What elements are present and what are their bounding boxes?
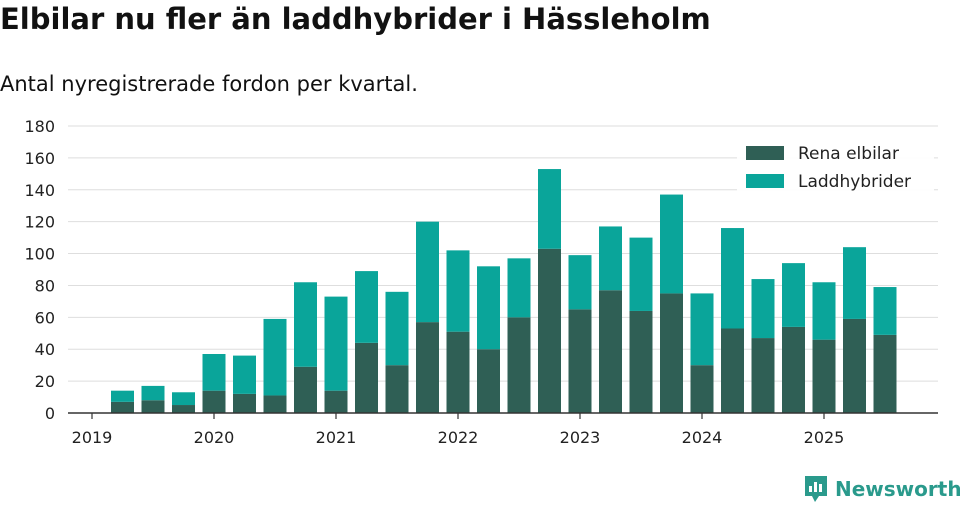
y-tick-label: 80 [35, 276, 55, 295]
bar-laddhybrider[interactable] [629, 237, 653, 311]
bar-rena-elbilar[interactable] [477, 349, 500, 413]
bar-rena-elbilar[interactable] [416, 322, 439, 413]
bar-laddhybrider[interactable] [812, 282, 836, 340]
bar-rena-elbilar[interactable] [690, 365, 714, 413]
bar-laddhybrider[interactable] [385, 291, 409, 366]
bar-rena-elbilar[interactable] [660, 293, 683, 413]
bar-laddhybrider[interactable] [111, 390, 134, 402]
bar-laddhybrider[interactable] [202, 354, 226, 391]
bar-rena-elbilar[interactable] [629, 310, 653, 413]
bar-rena-elbilar[interactable] [782, 326, 805, 413]
bar-laddhybrider[interactable] [843, 247, 866, 319]
legend-swatch [746, 146, 784, 160]
y-tick-label: 20 [35, 372, 55, 391]
bar-rena-elbilar[interactable] [873, 334, 897, 413]
bar-laddhybrider[interactable] [751, 279, 775, 339]
bar-laddhybrider[interactable] [660, 194, 683, 294]
bar-laddhybrider[interactable] [233, 355, 256, 394]
y-tick-label: 0 [45, 404, 55, 423]
x-tick-label: 2025 [804, 428, 845, 447]
bar-laddhybrider[interactable] [172, 392, 195, 406]
bar-laddhybrider[interactable] [690, 293, 714, 366]
bar-laddhybrider[interactable] [324, 296, 348, 391]
bar-rena-elbilar[interactable] [233, 393, 256, 413]
bar-laddhybrider[interactable] [141, 385, 165, 401]
y-tick-label: 40 [35, 340, 55, 359]
bar-rena-elbilar[interactable] [385, 365, 409, 413]
bar-rena-elbilar[interactable] [843, 318, 866, 413]
bar-rena-elbilar[interactable] [568, 309, 592, 413]
bar-rena-elbilar[interactable] [111, 401, 134, 413]
bar-laddhybrider[interactable] [294, 282, 317, 367]
y-tick-label: 100 [24, 245, 55, 264]
x-tick-label: 2024 [682, 428, 723, 447]
bar-rena-elbilar[interactable] [599, 290, 622, 413]
newsworthy-brand[interactable]: Newsworthy [803, 474, 960, 504]
bar-rena-elbilar[interactable] [172, 405, 195, 413]
bar-rena-elbilar[interactable] [294, 366, 317, 413]
bar-rena-elbilar[interactable] [355, 342, 378, 413]
bar-laddhybrider[interactable] [599, 226, 622, 291]
y-tick-label: 160 [24, 149, 55, 168]
bar-rena-elbilar[interactable] [446, 331, 470, 413]
legend-label: Rena elbilar [798, 144, 899, 164]
chart-subtitle: Antal nyregistrerade fordon per kvartal. [0, 72, 418, 96]
bar-laddhybrider[interactable] [507, 258, 531, 318]
x-tick-label: 2023 [560, 428, 601, 447]
bar-laddhybrider[interactable] [446, 250, 470, 332]
bar-laddhybrider[interactable] [782, 263, 805, 327]
bar-laddhybrider[interactable] [538, 169, 561, 249]
bar-rena-elbilar[interactable] [538, 248, 561, 413]
bar-rena-elbilar[interactable] [812, 339, 836, 413]
x-tick-label: 2020 [194, 428, 235, 447]
chart-title: Elbilar nu fler än laddhybrider i Hässle… [0, 2, 711, 36]
y-tick-label: 140 [24, 181, 55, 200]
legend-label: Laddhybrider [798, 172, 911, 192]
y-tick-label: 180 [24, 117, 55, 136]
bar-laddhybrider[interactable] [568, 255, 592, 310]
bar-rena-elbilar[interactable] [324, 390, 348, 413]
bar-rena-elbilar[interactable] [721, 328, 744, 413]
x-tick-label: 2021 [316, 428, 357, 447]
newsworthy-logo-icon [805, 476, 827, 502]
newsworthy-wordmark: Newsworthy [835, 477, 960, 501]
bar-laddhybrider[interactable] [416, 221, 439, 323]
bar-laddhybrider[interactable] [355, 271, 378, 343]
legend-swatch [746, 174, 784, 188]
x-tick-label: 2022 [438, 428, 479, 447]
bar-laddhybrider[interactable] [873, 287, 897, 335]
bar-laddhybrider[interactable] [263, 318, 287, 396]
bar-laddhybrider[interactable] [721, 228, 744, 329]
y-tick-label: 120 [24, 213, 55, 232]
bar-rena-elbilar[interactable] [751, 338, 775, 413]
bar-laddhybrider[interactable] [477, 266, 500, 350]
y-tick-label: 60 [35, 308, 55, 327]
bar-rena-elbilar[interactable] [202, 390, 226, 413]
x-tick-label: 2019 [72, 428, 113, 447]
bar-rena-elbilar[interactable] [141, 400, 165, 413]
bar-rena-elbilar[interactable] [263, 395, 287, 413]
bar-rena-elbilar[interactable] [507, 317, 531, 413]
